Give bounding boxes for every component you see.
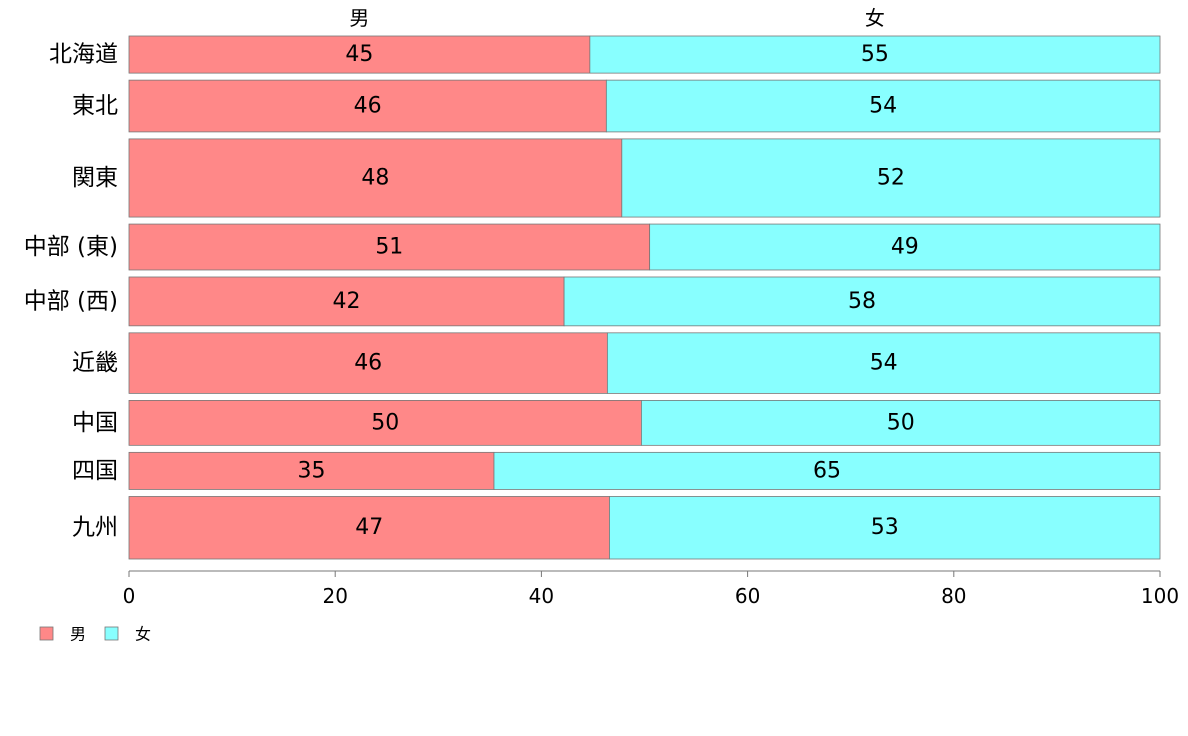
x-axis: 0 20 40 60 80 100 xyxy=(123,570,1179,608)
bar-female-4 xyxy=(563,276,1161,327)
bar-male-3 xyxy=(128,223,651,271)
x-tick-label-5: 100 xyxy=(1141,584,1179,608)
data-label-male-0: 45 xyxy=(345,42,373,67)
bar-male-8 xyxy=(128,496,610,560)
y-tick-label-0: 北海道 xyxy=(49,42,118,68)
y-tick-label-2: 関東 xyxy=(72,165,118,191)
data-label-male-1: 46 xyxy=(354,94,382,119)
data-label-male-8: 47 xyxy=(355,515,383,540)
x-tick-label-3: 60 xyxy=(735,584,760,608)
bar-male-2 xyxy=(128,138,623,218)
data-label-male-7: 35 xyxy=(297,458,325,483)
column-header-labels: 男女 xyxy=(349,6,885,30)
data-label-female-6: 50 xyxy=(887,410,915,435)
data-label-female-1: 54 xyxy=(869,94,897,119)
legend-label-1: 女 xyxy=(135,625,151,644)
bar-male-4 xyxy=(128,276,565,327)
y-tick-label-3: 中部 (東) xyxy=(24,234,118,260)
bar-male-6 xyxy=(128,400,642,446)
bar-female-6 xyxy=(641,400,1161,446)
legend-swatch-0 xyxy=(39,626,54,641)
x-tick-label-4: 80 xyxy=(941,584,966,608)
y-tick-label-4: 中部 (西) xyxy=(24,288,118,314)
bar-male-0 xyxy=(128,35,591,74)
top-label-male: 男 xyxy=(349,6,369,30)
data-label-male-3: 51 xyxy=(375,235,403,260)
y-tick-label-1: 東北 xyxy=(72,93,118,119)
data-label-female-3: 49 xyxy=(891,235,919,260)
data-label-male-6: 50 xyxy=(371,410,399,435)
y-tick-label-5: 近畿 xyxy=(72,350,118,376)
bar-female-0 xyxy=(589,35,1161,74)
bar-female-2 xyxy=(621,138,1161,218)
bar-female-1 xyxy=(605,79,1161,133)
data-label-female-8: 53 xyxy=(871,515,899,540)
data-label-male-2: 48 xyxy=(361,165,389,190)
data-label-male-5: 46 xyxy=(354,351,382,376)
data-label-female-2: 52 xyxy=(877,165,905,190)
x-tick-label-1: 20 xyxy=(322,584,347,608)
legend-label-0: 男 xyxy=(70,625,86,644)
bar-female-7 xyxy=(493,451,1161,490)
legend-swatch-1 xyxy=(104,626,119,641)
y-tick-label-6: 中国 xyxy=(72,410,118,436)
bar-male-1 xyxy=(128,79,607,133)
data-label-female-4: 58 xyxy=(848,289,876,314)
data-label-male-4: 42 xyxy=(333,289,361,314)
data-label-female-5: 54 xyxy=(870,351,898,376)
top-label-female: 女 xyxy=(865,6,885,30)
data-label-female-7: 65 xyxy=(813,458,841,483)
x-tick-label-2: 40 xyxy=(529,584,554,608)
bars-group: 45 55 46 54 48 52 51 49 42 58 46 54 50 50 35 65 47 53 xyxy=(128,35,1161,560)
data-label-female-0: 55 xyxy=(861,42,889,67)
x-tick-label-0: 0 xyxy=(123,584,136,608)
bar-female-5 xyxy=(606,332,1161,394)
bar-female-8 xyxy=(609,496,1161,560)
legend: 男女 xyxy=(39,625,151,644)
y-tick-label-7: 四国 xyxy=(72,458,118,484)
bar-female-3 xyxy=(649,223,1161,271)
y-tick-label-8: 九州 xyxy=(72,515,118,541)
